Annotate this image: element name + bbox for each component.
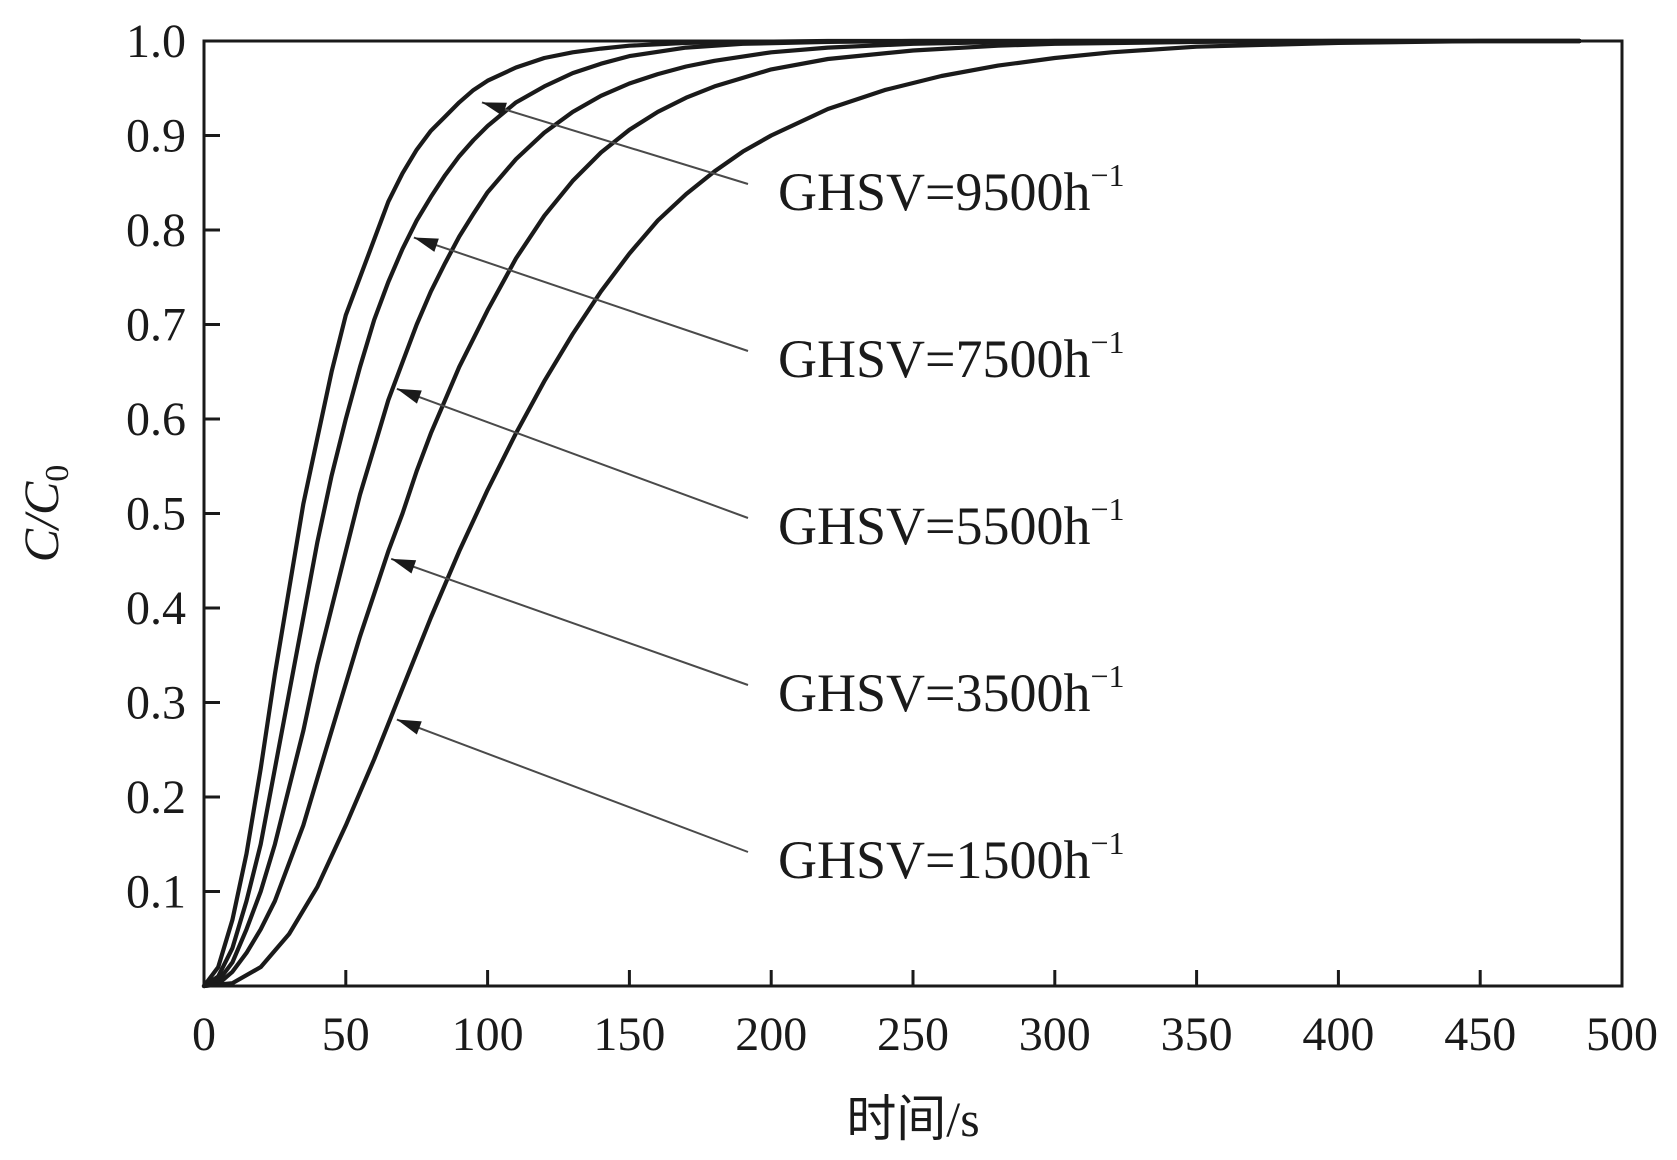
series-line-4 bbox=[201, 38, 1582, 989]
annotation-arrow-line bbox=[390, 557, 749, 686]
annotation-label: GHSV=3500h−1 bbox=[778, 658, 1125, 723]
series-line-5 bbox=[201, 38, 1582, 989]
y-tick-label: 0.3 bbox=[126, 677, 186, 730]
x-tick-label: 450 bbox=[1444, 1008, 1516, 1061]
y-tick-label: 0.9 bbox=[126, 110, 186, 163]
x-tick-label: 50 bbox=[322, 1008, 370, 1061]
tick-layer: 0 50 100 150 200 250 300 350 400 450 500 0.1 0.2 0.3 0… bbox=[126, 15, 1658, 1061]
annotation-label: GHSV=1500h−1 bbox=[778, 825, 1125, 890]
y-tick-label: 0.5 bbox=[126, 488, 186, 541]
x-tick-label: 500 bbox=[1586, 1008, 1658, 1061]
x-tick-label: 150 bbox=[593, 1008, 665, 1061]
annotation-arrowhead bbox=[396, 388, 422, 404]
x-tick-label: 300 bbox=[1019, 1008, 1091, 1061]
annotation-arrow-line bbox=[481, 101, 749, 185]
annotation-label: GHSV=9500h−1 bbox=[778, 157, 1125, 222]
annotation-arrowhead bbox=[396, 719, 422, 735]
x-tick-label: 350 bbox=[1161, 1008, 1233, 1061]
annotation-arrowhead bbox=[413, 237, 439, 252]
x-tick-label: 100 bbox=[452, 1008, 524, 1061]
y-tick-label: 0.1 bbox=[126, 866, 186, 919]
x-axis-label: 时间/s bbox=[846, 1091, 979, 1147]
annotation-arrowhead bbox=[481, 102, 507, 117]
y-tick-label: 0.7 bbox=[126, 299, 186, 352]
annotation-arrow-line bbox=[413, 236, 749, 352]
y-tick-label: 0.8 bbox=[126, 204, 186, 257]
x-tick-label: 250 bbox=[877, 1008, 949, 1061]
annotation-label: GHSV=5500h−1 bbox=[778, 491, 1125, 556]
series-line-3 bbox=[201, 38, 1582, 989]
x-tick-label: 400 bbox=[1302, 1008, 1374, 1061]
y-axis-label: C/C0 bbox=[13, 465, 76, 563]
y-tick-label: 0.6 bbox=[126, 393, 186, 446]
y-tick-label: 0.2 bbox=[126, 771, 186, 824]
annotation-label: GHSV=7500h−1 bbox=[778, 324, 1125, 389]
x-tick-label: 200 bbox=[735, 1008, 807, 1061]
y-tick-label: 1.0 bbox=[126, 15, 186, 68]
annotation-arrowhead bbox=[391, 558, 417, 574]
y-tick-label: 0.4 bbox=[126, 582, 186, 635]
annotation-arrow-line bbox=[396, 387, 749, 519]
x-tick-label: 0 bbox=[192, 1008, 216, 1061]
annotation-arrow-line bbox=[396, 718, 749, 853]
annotation-layer: GHSV=9500h−1 GHSV=7500h−1 GHSV=5500h−1 GHSV… bbox=[390, 101, 1125, 890]
